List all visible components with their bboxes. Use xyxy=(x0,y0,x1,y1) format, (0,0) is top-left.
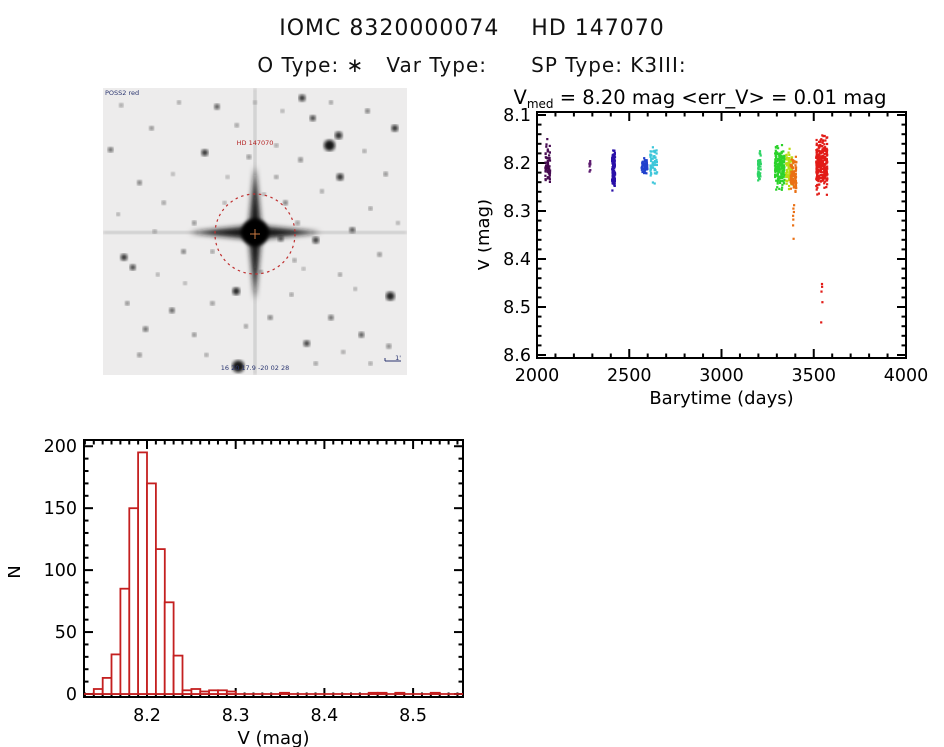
svg-text:V (mag): V (mag) xyxy=(478,199,494,271)
aperture-circle xyxy=(214,193,296,275)
svg-text:3500: 3500 xyxy=(791,366,836,386)
svg-text:Barytime (days): Barytime (days) xyxy=(649,388,793,409)
axes xyxy=(536,111,907,359)
svg-text:0: 0 xyxy=(66,685,77,705)
page-subtitle: O Type: ∗ Var Type: SP Type: K3III: xyxy=(257,53,687,77)
axis-labels: 0 50 100 150 200 8.2 8.3 8.4 8.5 V (mag) N xyxy=(8,437,427,747)
svg-text:8.2: 8.2 xyxy=(133,706,161,726)
target-name-label: HD 147070 xyxy=(236,139,274,147)
scale-label: 1' xyxy=(395,354,401,362)
svg-text:8.2: 8.2 xyxy=(503,154,531,174)
target-crosshair xyxy=(250,229,260,239)
scale-bar xyxy=(384,358,401,362)
svg-text:100: 100 xyxy=(44,561,77,581)
page-title: IOMC 8320000074 HD 147070 xyxy=(279,16,665,41)
svg-text:200: 200 xyxy=(44,437,77,457)
svg-text:2000: 2000 xyxy=(515,366,560,386)
magnitude-histogram-plot: 0 50 100 150 200 8.2 8.3 8.4 8.5 V (mag) N xyxy=(8,437,464,747)
background-stars xyxy=(108,94,400,373)
svg-text:150: 150 xyxy=(44,499,77,519)
histogram-bars xyxy=(84,451,463,695)
svg-text:8.4: 8.4 xyxy=(310,706,338,726)
svg-text:8.4: 8.4 xyxy=(503,250,531,270)
svg-text:8.3: 8.3 xyxy=(503,202,531,222)
svg-text:8.5: 8.5 xyxy=(503,298,531,318)
svg-text:4000: 4000 xyxy=(884,366,929,386)
star-field xyxy=(103,88,407,375)
svg-text:2500: 2500 xyxy=(607,366,652,386)
svg-text:8.6: 8.6 xyxy=(503,346,531,366)
finder-chart-image: POSS2 red HD 147070 16 20 17.9 -20 02 28… xyxy=(103,88,407,375)
svg-text:N: N xyxy=(8,565,25,578)
plot-title: Vmed = 8.20 mag <err_V> = 0.01 mag xyxy=(513,86,886,111)
svg-text:8.1: 8.1 xyxy=(503,106,531,126)
svg-text:50: 50 xyxy=(55,623,77,643)
svg-text:V (mag): V (mag) xyxy=(237,728,309,747)
data-points xyxy=(544,134,829,324)
svg-text:8.5: 8.5 xyxy=(399,706,427,726)
coordinates-label: 16 20 17.9 -20 02 28 xyxy=(220,364,290,372)
survey-label: POSS2 red xyxy=(105,89,140,97)
svg-text:8.3: 8.3 xyxy=(222,706,250,726)
svg-text:3000: 3000 xyxy=(699,366,744,386)
